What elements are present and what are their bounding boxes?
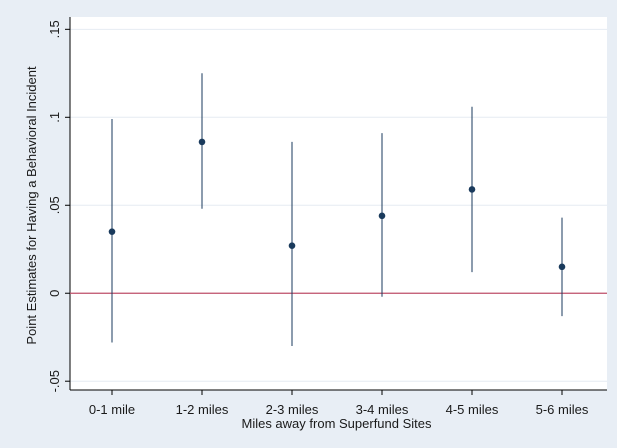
point-estimate (378, 212, 386, 220)
y-axis: -.05 0 .05 .1 .15 (47, 17, 71, 392)
point-estimate (288, 242, 296, 250)
x-tick-label: 5-6 miles (536, 402, 589, 417)
x-axis: 0-1 mile 1-2 miles 2-3 miles 3-4 miles 4-5 m… (70, 389, 607, 417)
y-axis-title: Point Estimates for Having a Behavioral … (24, 66, 39, 345)
point-estimate (558, 263, 566, 271)
y-tick-label: 0 (47, 290, 62, 297)
data-marks (108, 73, 566, 347)
y-tick-label: -.05 (47, 370, 62, 392)
plot-area (70, 17, 607, 390)
point-estimate (108, 228, 116, 235)
y-tick-label: .05 (47, 196, 62, 214)
x-tick-label: 0-1 mile (89, 402, 135, 417)
x-axis-title: Miles away from Superfund Sites (241, 416, 432, 431)
x-tick-label: 3-4 miles (356, 402, 409, 417)
x-tick-label: 4-5 miles (446, 402, 499, 417)
y-tick-label: .1 (47, 112, 62, 123)
point-estimate (468, 186, 476, 193)
y-tick-label: .15 (47, 20, 62, 38)
point-estimate (198, 138, 206, 146)
x-tick-label: 2-3 miles (266, 402, 319, 417)
x-tick-label: 1-2 miles (176, 402, 229, 417)
